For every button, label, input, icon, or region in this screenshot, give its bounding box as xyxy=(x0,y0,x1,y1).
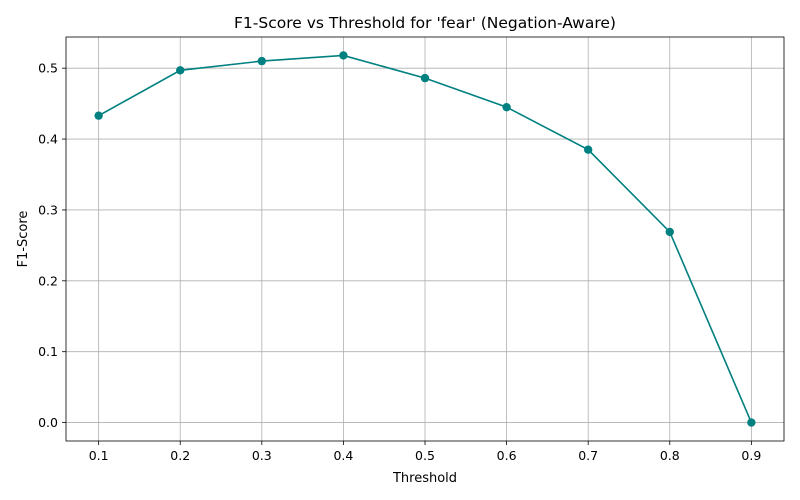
x-tick-label: 0.3 xyxy=(252,448,272,463)
y-tick-label: 0.3 xyxy=(38,202,58,217)
x-tick-label: 0.9 xyxy=(741,448,761,463)
y-axis-ticks: 0.0 0.1 0.2 0.3 0.4 0.5 xyxy=(38,61,66,430)
y-tick-label: 0.5 xyxy=(38,61,58,76)
data-point xyxy=(665,227,674,237)
x-tick-label: 0.6 xyxy=(497,448,517,463)
data-point xyxy=(176,66,185,75)
x-tick-label: 0.8 xyxy=(660,448,680,463)
x-axis-label: Threshold xyxy=(392,471,457,486)
x-tick-label: 0.7 xyxy=(578,448,598,463)
data-point xyxy=(747,418,756,427)
x-tick-label: 0.2 xyxy=(170,448,190,463)
data-point xyxy=(502,102,511,112)
x-axis-ticks: 0.1 0.2 0.3 0.4 0.5 0.6 0.7 0.8 0.9 xyxy=(89,441,761,463)
x-tick-label: 0.1 xyxy=(89,448,109,463)
x-tick-label: 0.4 xyxy=(333,448,353,463)
y-tick-label: 0.0 xyxy=(38,415,58,430)
y-axis-label: F1-Score xyxy=(16,211,31,268)
series-layer xyxy=(94,51,756,427)
data-point xyxy=(94,111,103,120)
data-point xyxy=(420,73,430,83)
y-tick-label: 0.2 xyxy=(38,273,58,288)
data-point xyxy=(257,56,267,66)
x-tick-label: 0.5 xyxy=(415,448,435,463)
chart-title: F1-Score vs Threshold for 'fear' (Negati… xyxy=(234,14,616,32)
data-point xyxy=(339,51,348,60)
y-tick-label: 0.4 xyxy=(38,132,58,147)
data-point xyxy=(583,145,593,154)
y-tick-label: 0.1 xyxy=(38,344,58,359)
